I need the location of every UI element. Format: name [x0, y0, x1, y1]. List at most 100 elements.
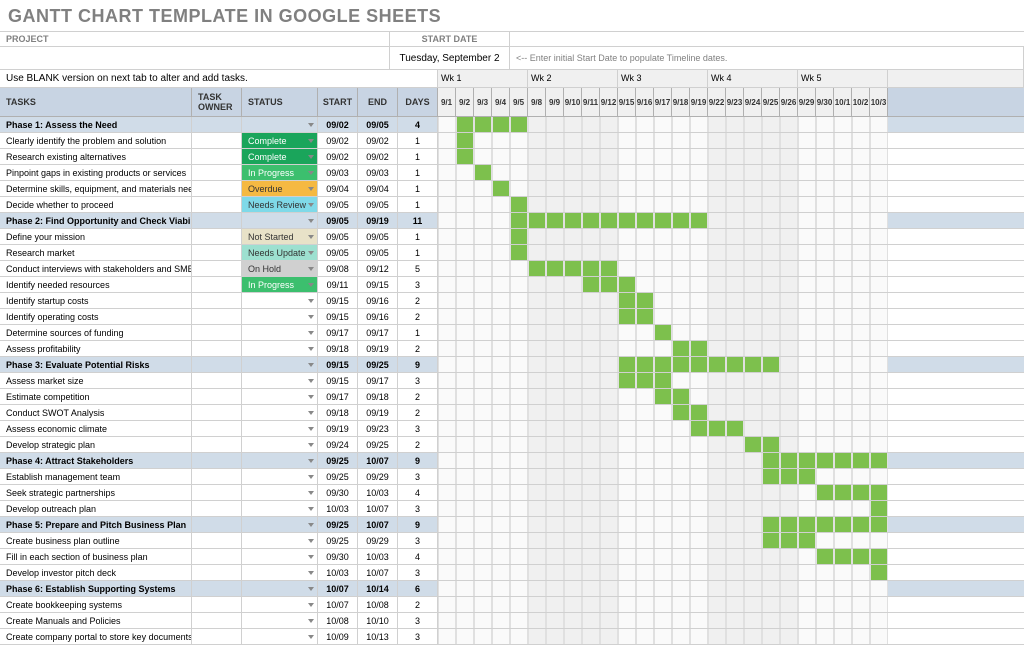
phase-row[interactable]: Phase 3: Evaluate Potential Risks09/1509… [0, 357, 1024, 373]
task-owner[interactable] [192, 165, 242, 180]
chevron-down-icon[interactable] [308, 155, 314, 159]
task-owner[interactable] [192, 613, 242, 628]
task-row[interactable]: Fill in each section of business plan09/… [0, 549, 1024, 565]
chevron-down-icon[interactable] [308, 299, 314, 303]
project-input[interactable] [0, 47, 390, 69]
task-owner[interactable] [192, 309, 242, 324]
task-owner[interactable] [192, 389, 242, 404]
task-row[interactable]: Determine skills, equipment, and materia… [0, 181, 1024, 197]
task-owner[interactable] [192, 325, 242, 340]
phase-row[interactable]: Phase 2: Find Opportunity and Check Viab… [0, 213, 1024, 229]
status-dropdown[interactable] [242, 453, 318, 468]
start-date-input[interactable]: Tuesday, September 2 [390, 47, 510, 69]
chevron-down-icon[interactable] [308, 459, 314, 463]
chevron-down-icon[interactable] [308, 507, 314, 511]
task-row[interactable]: Clearly identify the problem and solutio… [0, 133, 1024, 149]
task-row[interactable]: Assess economic climate09/1909/233 [0, 421, 1024, 437]
task-owner[interactable] [192, 133, 242, 148]
task-row[interactable]: Identify operating costs09/1509/162 [0, 309, 1024, 325]
task-owner[interactable] [192, 229, 242, 244]
chevron-down-icon[interactable] [308, 523, 314, 527]
task-owner[interactable] [192, 549, 242, 564]
chevron-down-icon[interactable] [308, 171, 314, 175]
task-row[interactable]: Develop investor pitch deck10/0310/073 [0, 565, 1024, 581]
task-owner[interactable] [192, 565, 242, 580]
chevron-down-icon[interactable] [308, 443, 314, 447]
status-dropdown[interactable] [242, 501, 318, 516]
task-row[interactable]: Develop strategic plan09/2409/252 [0, 437, 1024, 453]
chevron-down-icon[interactable] [308, 267, 314, 271]
task-row[interactable]: Assess market size09/1509/173 [0, 373, 1024, 389]
chevron-down-icon[interactable] [308, 555, 314, 559]
task-row[interactable]: Estimate competition09/1709/182 [0, 389, 1024, 405]
task-owner[interactable] [192, 117, 242, 132]
chevron-down-icon[interactable] [308, 411, 314, 415]
task-owner[interactable] [192, 437, 242, 452]
status-dropdown[interactable] [242, 325, 318, 340]
status-dropdown[interactable]: On Hold [242, 261, 318, 276]
status-dropdown[interactable]: Complete [242, 133, 318, 148]
task-owner[interactable] [192, 341, 242, 356]
task-owner[interactable] [192, 293, 242, 308]
status-dropdown[interactable] [242, 357, 318, 372]
task-row[interactable]: Develop outreach plan10/0310/073 [0, 501, 1024, 517]
task-owner[interactable] [192, 453, 242, 468]
status-dropdown[interactable] [242, 549, 318, 564]
chevron-down-icon[interactable] [308, 283, 314, 287]
chevron-down-icon[interactable] [308, 251, 314, 255]
status-dropdown[interactable] [242, 373, 318, 388]
task-row[interactable]: Create Manuals and Policies10/0810/103 [0, 613, 1024, 629]
chevron-down-icon[interactable] [308, 635, 314, 639]
task-owner[interactable] [192, 517, 242, 532]
task-owner[interactable] [192, 357, 242, 372]
status-dropdown[interactable]: In Progress [242, 165, 318, 180]
status-dropdown[interactable] [242, 565, 318, 580]
chevron-down-icon[interactable] [308, 427, 314, 431]
task-owner[interactable] [192, 597, 242, 612]
task-row[interactable]: Research existing alternativesComplete09… [0, 149, 1024, 165]
chevron-down-icon[interactable] [308, 539, 314, 543]
status-dropdown[interactable] [242, 581, 318, 596]
task-row[interactable]: Create bookkeeping systems10/0710/082 [0, 597, 1024, 613]
chevron-down-icon[interactable] [308, 363, 314, 367]
task-row[interactable]: Establish management team09/2509/293 [0, 469, 1024, 485]
status-dropdown[interactable] [242, 117, 318, 132]
task-row[interactable]: Create business plan outline09/2509/293 [0, 533, 1024, 549]
task-row[interactable]: Identify needed resourcesIn Progress09/1… [0, 277, 1024, 293]
task-owner[interactable] [192, 213, 242, 228]
task-row[interactable]: Assess profitability09/1809/192 [0, 341, 1024, 357]
status-dropdown[interactable] [242, 213, 318, 228]
task-owner[interactable] [192, 149, 242, 164]
chevron-down-icon[interactable] [308, 587, 314, 591]
status-dropdown[interactable] [242, 613, 318, 628]
phase-row[interactable]: Phase 5: Prepare and Pitch Business Plan… [0, 517, 1024, 533]
status-dropdown[interactable] [242, 517, 318, 532]
chevron-down-icon[interactable] [308, 491, 314, 495]
status-dropdown[interactable] [242, 469, 318, 484]
chevron-down-icon[interactable] [308, 139, 314, 143]
status-dropdown[interactable]: Complete [242, 149, 318, 164]
status-dropdown[interactable]: Overdue [242, 181, 318, 196]
chevron-down-icon[interactable] [308, 379, 314, 383]
task-row[interactable]: Create company portal to store key docum… [0, 629, 1024, 645]
status-dropdown[interactable] [242, 293, 318, 308]
chevron-down-icon[interactable] [308, 315, 314, 319]
chevron-down-icon[interactable] [308, 331, 314, 335]
task-owner[interactable] [192, 421, 242, 436]
phase-row[interactable]: Phase 6: Establish Supporting Systems10/… [0, 581, 1024, 597]
task-row[interactable]: Define your missionNot Started09/0509/05… [0, 229, 1024, 245]
task-owner[interactable] [192, 245, 242, 260]
status-dropdown[interactable]: In Progress [242, 277, 318, 292]
task-row[interactable]: Conduct interviews with stakeholders and… [0, 261, 1024, 277]
task-owner[interactable] [192, 197, 242, 212]
task-owner[interactable] [192, 261, 242, 276]
task-row[interactable]: Determine sources of funding09/1709/171 [0, 325, 1024, 341]
chevron-down-icon[interactable] [308, 603, 314, 607]
task-owner[interactable] [192, 469, 242, 484]
task-owner[interactable] [192, 533, 242, 548]
task-owner[interactable] [192, 581, 242, 596]
status-dropdown[interactable] [242, 389, 318, 404]
chevron-down-icon[interactable] [308, 203, 314, 207]
chevron-down-icon[interactable] [308, 571, 314, 575]
status-dropdown[interactable]: Not Started [242, 229, 318, 244]
